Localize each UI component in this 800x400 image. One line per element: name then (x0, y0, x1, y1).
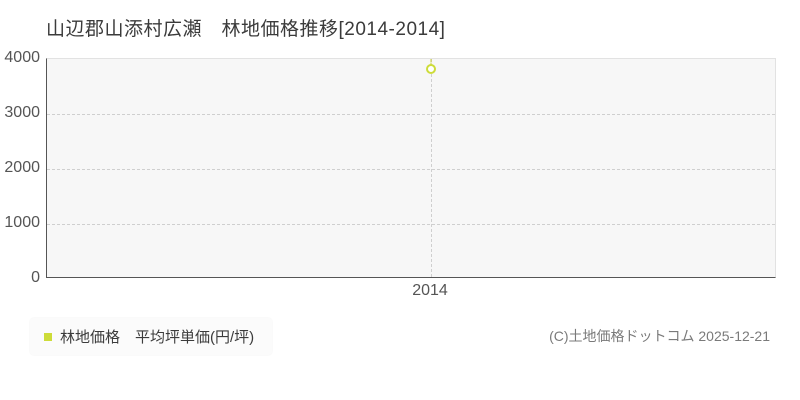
plot-area (46, 58, 776, 278)
y-tick-2000: 2000 (0, 159, 40, 177)
gridline-1000 (47, 224, 775, 225)
footer-copyright: (C)土地価格ドットコム 2025-12-21 (549, 326, 770, 346)
y-tick-0: 0 (0, 269, 40, 287)
legend-box[interactable]: 林地価格 平均坪単価(円/坪) (30, 318, 272, 355)
x-tick-2014: 2014 (412, 282, 448, 300)
chart-container: 山辺郡山添村広瀬 林地価格推移[2014-2014] 0 1000 2000 3… (0, 0, 800, 400)
y-tick-1000: 1000 (0, 214, 40, 232)
y-tick-4000: 4000 (0, 49, 40, 67)
chart-title: 山辺郡山添村広瀬 林地価格推移[2014-2014] (46, 14, 445, 41)
y-axis-labels: 0 1000 2000 3000 4000 (0, 58, 40, 278)
gridline-2000 (47, 169, 775, 170)
legend-label: 林地価格 平均坪単価(円/坪) (60, 326, 254, 347)
vertical-gridline-2014 (431, 59, 432, 277)
legend-marker-icon (44, 333, 52, 341)
gridline-3000 (47, 114, 775, 115)
y-tick-3000: 3000 (0, 104, 40, 122)
data-point-2014[interactable] (426, 64, 436, 74)
